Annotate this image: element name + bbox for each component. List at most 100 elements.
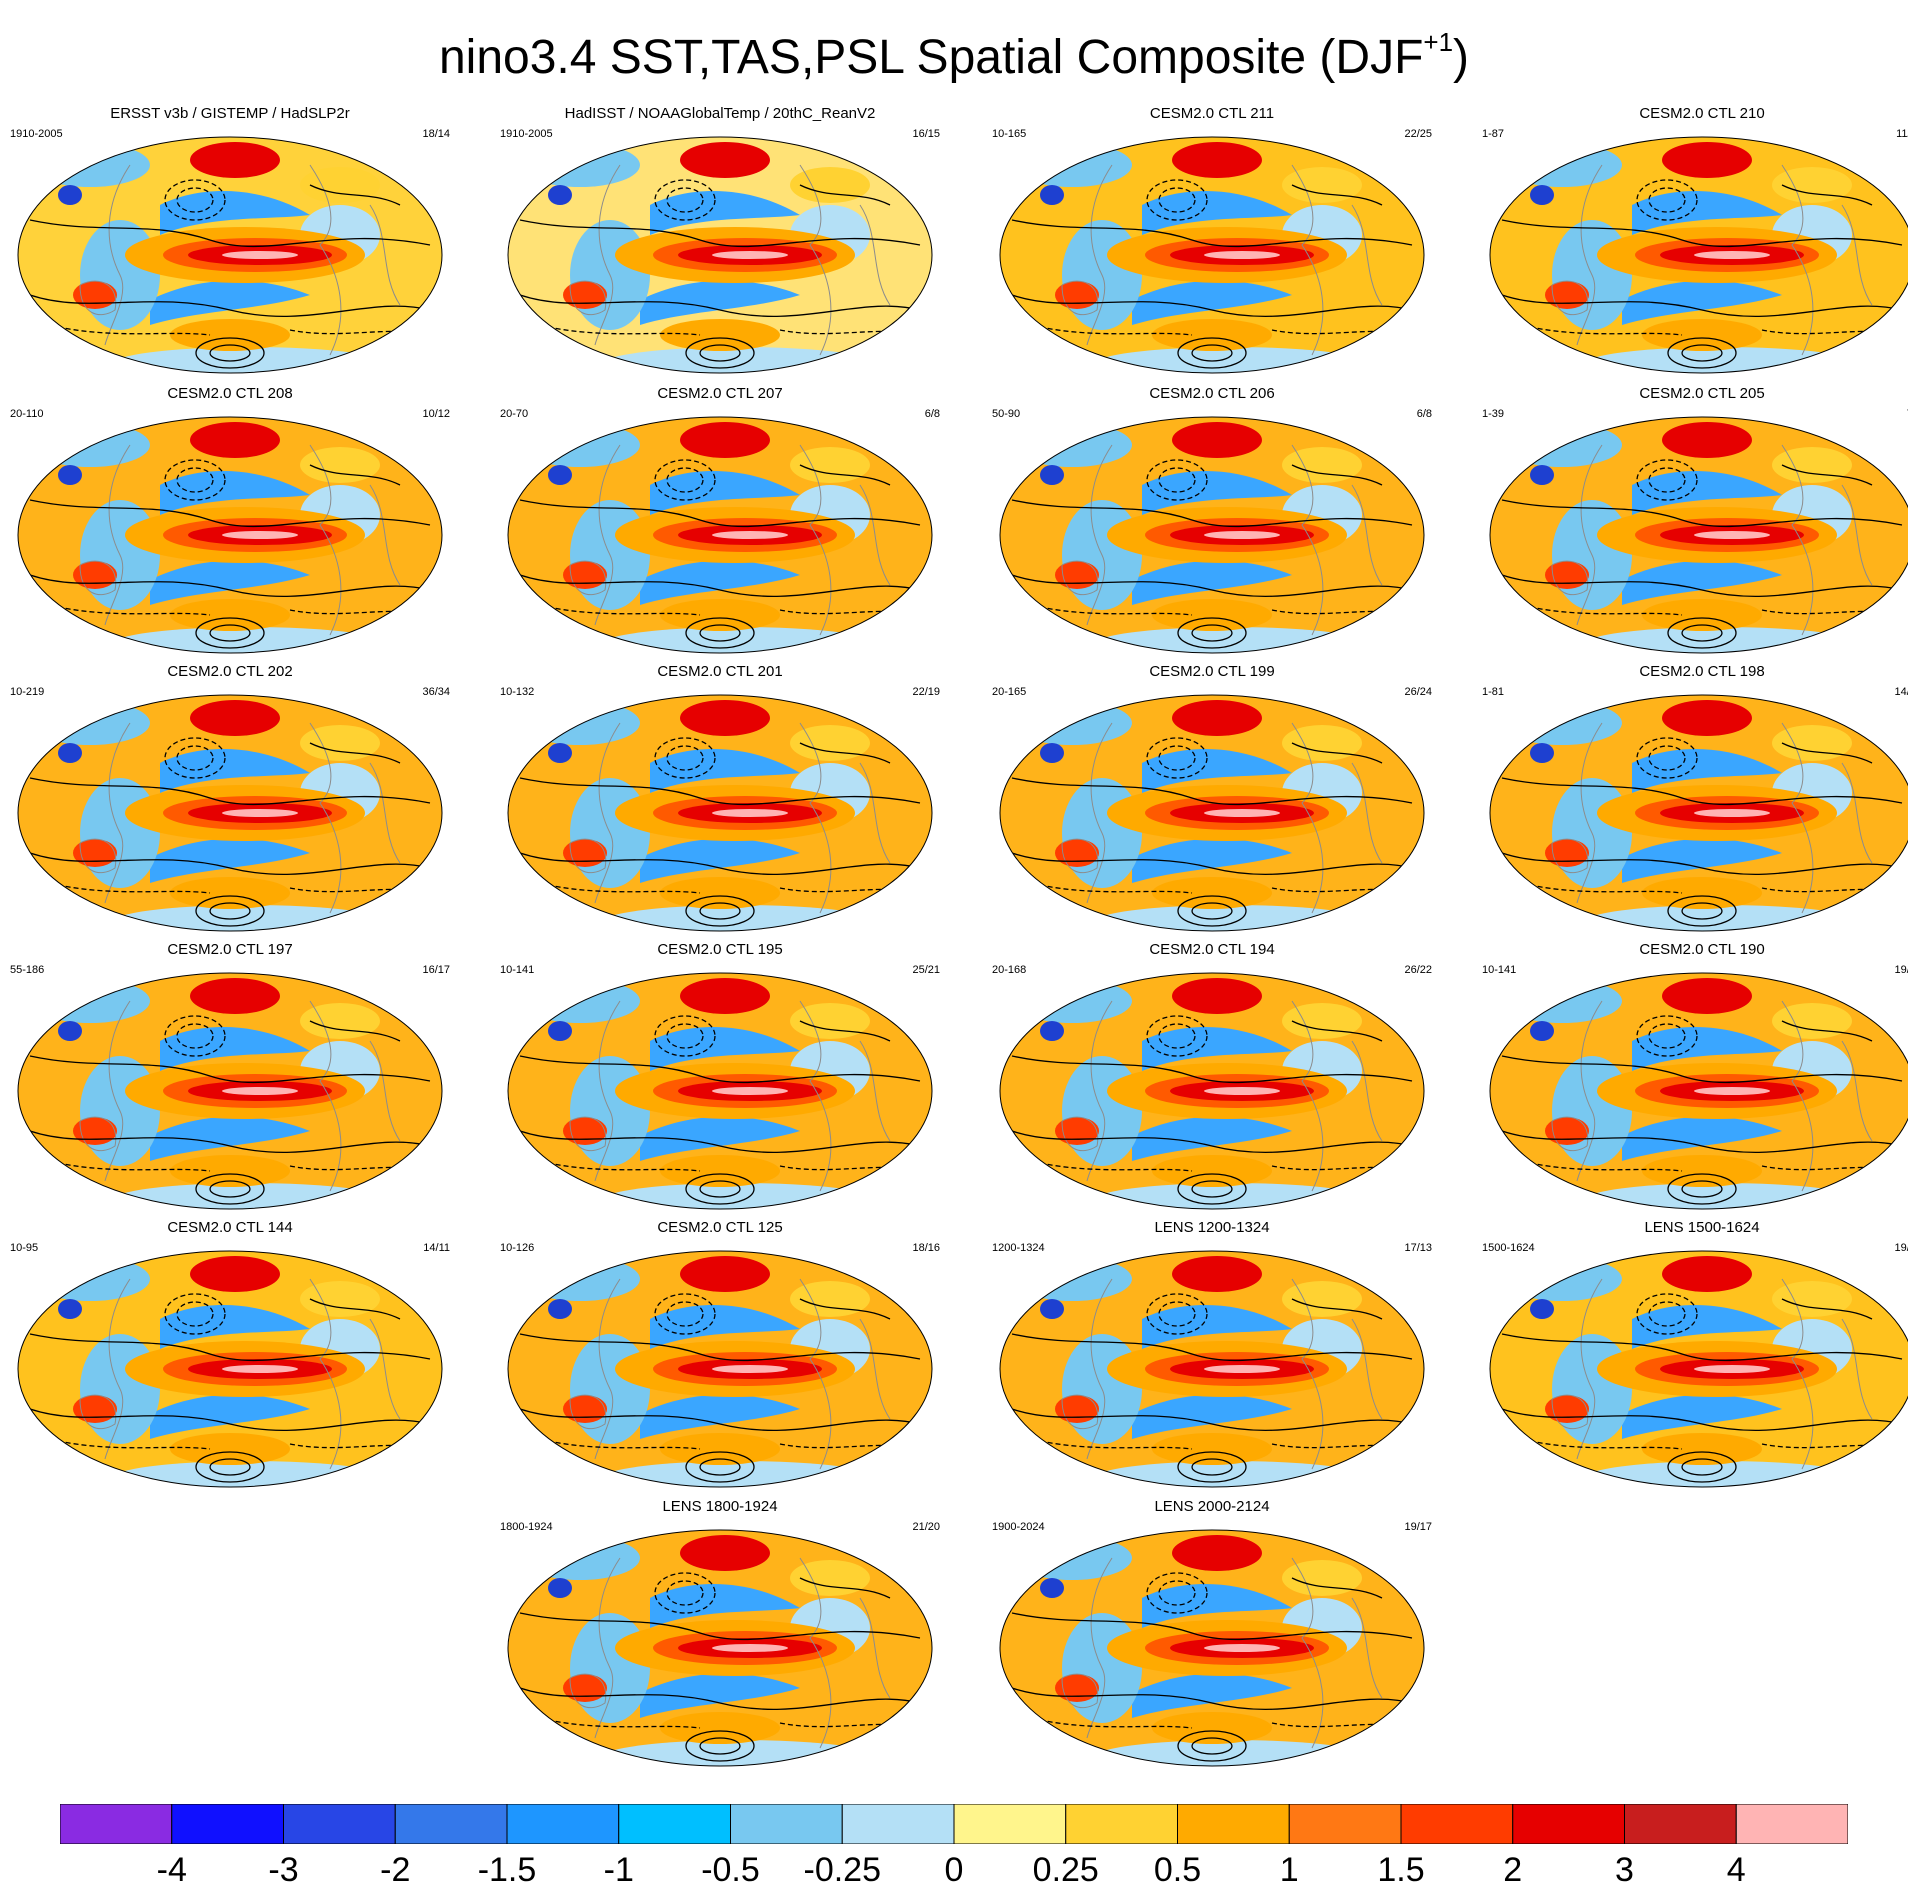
panel-title: LENS 1500-1624 [1644,1219,1760,1236]
composite-map [999,136,1425,374]
panel-count: 18/16 [912,1242,940,1254]
colorbar-swatch [1512,1804,1625,1844]
panel-count: 25/21 [912,964,940,976]
panel-count: 19/17 [1404,1521,1432,1533]
panel-period: 20-168 [992,964,1027,976]
panel-count: 26/24 [1404,686,1432,698]
panel-title: LENS 1800-1924 [662,1498,778,1515]
panel-period: 1500-1624 [1482,1242,1535,1254]
panel-count: 6/8 [924,408,940,420]
panel-title: CESM2.0 CTL 201 [657,663,783,680]
panel-period: 1-81 [1482,686,1505,698]
panel-period: 1-87 [1482,128,1505,140]
map-panel: CESM2.0 CTL 195 10-141 25/21 [500,941,940,1221]
panel-period: 55-186 [10,964,45,976]
map-panel: CESM2.0 CTL 207 20-70 6/8 [500,385,940,665]
map-panel: CESM2.0 CTL 206 50-90 6/8 [992,385,1432,665]
composite-map [507,1529,933,1767]
panel-count: 36/34 [422,686,450,698]
composite-map [17,1250,443,1488]
panel-period: 20-165 [992,686,1027,698]
map-panel: LENS 1200-1324 1200-1324 17/13 [992,1219,1432,1499]
panel-title: CESM2.0 CTL 207 [657,385,783,402]
colorbar-swatch [618,1804,731,1844]
composite-map [17,136,443,374]
panel-count: 26/22 [1404,964,1432,976]
map-panel: LENS 1500-1624 1500-1624 19/16 [1482,1219,1908,1499]
panel-period: 1-39 [1482,408,1505,420]
panel-period: 50-90 [992,408,1021,420]
panel-title: CESM2.0 CTL 197 [167,941,293,958]
panel-count: 7/6 [1907,407,1908,421]
colorbar-tick-label: 0.25 [1032,1851,1099,1889]
map-panel: CESM2.0 CTL 210 1-87 11/11 [1482,105,1908,385]
panel-period: 10-219 [10,686,45,698]
colorbar-swatch [1288,1804,1402,1844]
panel-title: ERSST v3b / GISTEMP / HadSLP2r [110,105,350,122]
composite-map [999,1250,1425,1488]
panel-period: 10-165 [992,128,1027,140]
panel-period: 20-70 [500,408,529,420]
map-panel: CESM2.0 CTL 199 20-165 26/24 [992,663,1432,943]
composite-map [17,972,443,1210]
panel-title: CESM2.0 CTL 125 [657,1219,783,1236]
panel-title: CESM2.0 CTL 208 [167,385,293,402]
colorbar-swatch [283,1804,396,1844]
panel-title: CESM2.0 CTL 144 [167,1219,293,1236]
colorbar-swatch [1177,1804,1290,1844]
map-panel: CESM2.0 CTL 201 10-132 22/19 [500,663,940,943]
map-panel: ERSST v3b / GISTEMP / HadSLP2r 1910-2005 1… [10,105,450,385]
panel-count: 16/17 [422,964,450,976]
map-panel: LENS 2000-2124 1900-2024 19/17 [992,1498,1432,1778]
colorbar-tick-label: -2 [380,1851,411,1889]
panel-title: CESM2.0 CTL 199 [1149,663,1275,680]
colorbar-tick-label: 2 [1503,1851,1523,1889]
panel-count: 16/15 [912,128,940,140]
panel-title: HadISST / NOAAGlobalTemp / 20thC_ReanV2 [564,105,876,122]
panel-title: CESM2.0 CTL 198 [1639,663,1765,680]
map-panel: CESM2.0 CTL 202 10-219 36/34 [10,663,450,943]
panel-count: 19/16 [1894,1242,1908,1254]
panel-period: 1900-2024 [992,1521,1045,1533]
panel-period: 1910-2005 [10,128,63,140]
panel-period: 1910-2005 [500,128,553,140]
colorbar-swatch [171,1804,284,1844]
map-panel: LENS 1800-1924 1800-1924 21/20 [500,1498,940,1778]
colorbar-swatch [1065,1804,1178,1844]
panel-title: CESM2.0 CTL 194 [1149,941,1275,958]
colorbar-swatch [394,1804,508,1844]
colorbar-tick-label: 1 [1279,1851,1299,1889]
colorbar-swatch [1735,1804,1848,1844]
panel-title: CESM2.0 CTL 205 [1639,385,1765,402]
figure-title-superscript: +1 [1423,27,1454,57]
colorbar-tick-label: 4 [1726,1851,1746,1889]
panel-count: 17/13 [1404,1242,1432,1254]
map-panel: CESM2.0 CTL 190 10-141 19/19 [1482,941,1908,1221]
panel-count: 6/8 [1416,408,1432,420]
panel-count: 14/11 [423,1242,450,1254]
panel-period: 10-141 [1482,964,1517,976]
colorbar-tick-label: -1.5 [477,1851,537,1889]
colorbar-swatch [1624,1804,1737,1844]
colorbar-swatch [953,1804,1067,1844]
colorbar-tick-label: -3 [268,1851,299,1889]
map-panel: CESM2.0 CTL 197 55-186 16/17 [10,941,450,1221]
composite-map [1489,972,1908,1210]
panel-count: 22/19 [912,686,940,698]
composite-map [1489,694,1908,932]
panel-count: 11/11 [1896,128,1908,140]
panel-period: 20-110 [10,408,44,420]
panel-count: 22/25 [1404,128,1432,140]
figure-title-text: nino3.4 SST,TAS,PSL Spatial Composite (D… [438,31,1424,84]
composite-map [507,972,933,1210]
panel-period: 1200-1324 [992,1242,1045,1254]
panel-count: 18/14 [422,128,450,140]
composite-map [999,694,1425,932]
colorbar-tick-label: -0.25 [803,1851,882,1889]
colorbar-swatch [841,1804,955,1844]
panel-title: CESM2.0 CTL 202 [167,663,293,680]
panel-period: 10-95 [10,1242,39,1254]
colorbar-tick-label: 3 [1615,1851,1634,1889]
panel-title: CESM2.0 CTL 211 [1149,105,1275,122]
map-panel: HadISST / NOAAGlobalTemp / 20thC_ReanV2 1… [500,105,940,385]
